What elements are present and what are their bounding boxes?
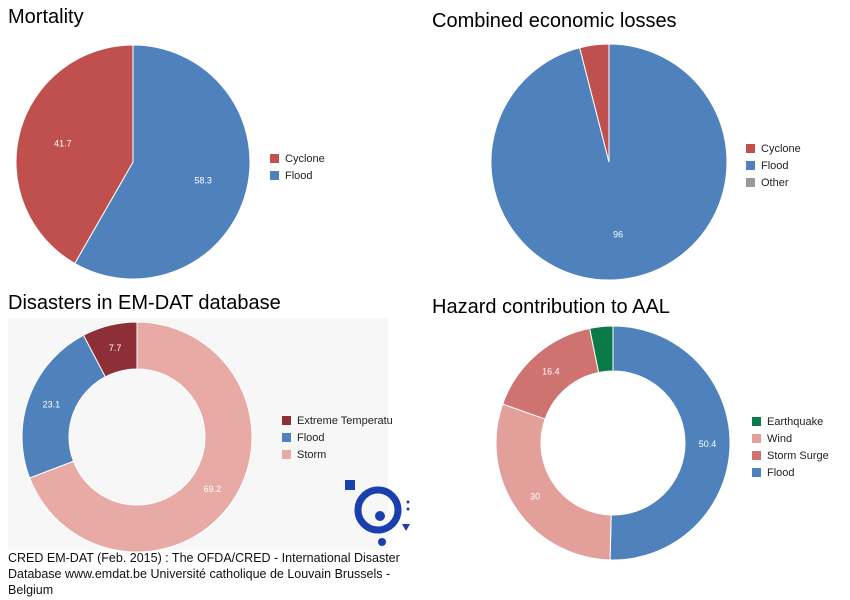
legend-item: Flood [282,429,393,446]
legend-label: Other [761,176,789,189]
legend-item: Cyclone [746,140,801,157]
legend-label: Cyclone [285,152,325,165]
slice-earthquake[interactable] [589,325,614,374]
slice-label: 96 [613,230,623,240]
chart-title-mortality: Mortality [8,6,84,28]
slice-storm[interactable] [28,321,253,553]
chart-title-hazard-aal: Hazard contribution to AAL [432,296,670,318]
legend-swatch [282,433,291,442]
slice-flood[interactable] [74,44,251,280]
slice-cyclone[interactable] [579,43,610,163]
slice-label: 7.7 [109,343,122,353]
legend-mortality: Cyclone Flood [270,150,325,184]
slice-label: 58.3 [194,176,212,186]
legend-item: Storm [282,446,393,463]
legend-swatch [746,161,755,170]
slice-wind[interactable] [495,403,612,561]
legend-item: Flood [746,157,801,174]
slice-label: 16.4 [542,367,560,377]
legend-item: Cyclone [270,150,325,167]
legend-economic-losses: Cyclone Flood Other [746,140,801,191]
legend-swatch [270,171,279,180]
legend-label: Wind [767,432,793,445]
slice-label: 69.2 [204,484,222,494]
slice-label: 23.1 [43,400,61,410]
legend-swatch [752,451,761,460]
legend-label: Earthquake [767,415,824,428]
legend-item: Wind [752,430,829,447]
legend-disasters: Extreme Temperatu Flood Storm [282,412,393,463]
legend-item: Extreme Temperatu [282,412,393,429]
slice-label: 30 [530,492,540,502]
legend-label: Flood [285,169,313,182]
legend-swatch [282,450,291,459]
legend-swatch [746,144,755,153]
slice-label: 41.7 [54,138,72,148]
source-credit: CRED EM-DAT (Feb. 2015) : The OFDA/CRED … [8,551,400,597]
legend-label: Storm Surge [767,449,829,462]
legend-swatch [752,468,761,477]
legend-hazard-aal: Earthquake Wind Storm Surge Flood [752,413,829,481]
slice-flood[interactable] [21,334,107,479]
legend-label: Cyclone [761,142,801,155]
chart-title-disasters: Disasters in EM-DAT database [8,292,281,314]
legend-label: Storm [297,448,327,461]
slice-extreme-temperatu[interactable] [82,321,138,378]
slice-flood[interactable] [609,325,731,561]
legend-item: Other [746,174,801,191]
legend-item: Flood [752,464,829,481]
legend-label: Extreme Temperatu [297,414,393,427]
legend-label: Flood [297,431,325,444]
legend-swatch [270,154,279,163]
slice-cyclone[interactable] [15,44,134,265]
cred-logo [345,480,410,546]
legend-swatch [282,416,291,425]
legend-label: Flood [767,466,795,479]
slice-label: 50.4 [699,439,717,449]
legend-item: Flood [270,167,325,184]
legend-item: Storm Surge [752,447,829,464]
legend-label: Flood [761,159,789,172]
chart-title-economic-losses: Combined economic losses [432,10,677,32]
legend-swatch [752,434,761,443]
legend-swatch [746,178,755,187]
legend-swatch [752,417,761,426]
legend-item: Earthquake [752,413,829,430]
